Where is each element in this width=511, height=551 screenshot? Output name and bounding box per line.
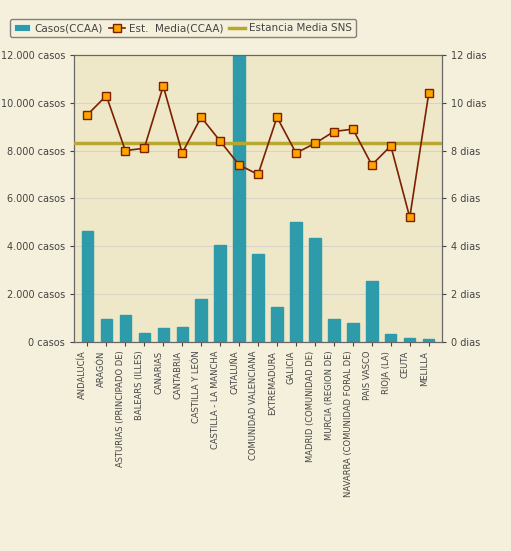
- Bar: [157, 328, 169, 342]
- Bar: [120, 315, 131, 342]
- Bar: [176, 327, 188, 342]
- Bar: [385, 334, 397, 342]
- Bar: [404, 338, 415, 342]
- Bar: [290, 222, 301, 342]
- Bar: [347, 322, 359, 342]
- Bar: [423, 339, 434, 342]
- Bar: [101, 319, 112, 342]
- Legend: Casos(CCAA), Est.  Media(CCAA), Estancia Media SNS: Casos(CCAA), Est. Media(CCAA), Estancia …: [10, 19, 356, 37]
- Bar: [252, 255, 264, 342]
- Bar: [138, 333, 150, 342]
- Bar: [328, 319, 340, 342]
- Bar: [82, 230, 93, 342]
- Bar: [271, 307, 283, 342]
- Bar: [234, 55, 245, 342]
- Bar: [309, 238, 320, 342]
- Bar: [196, 299, 207, 342]
- Bar: [215, 245, 226, 342]
- Bar: [366, 281, 378, 342]
